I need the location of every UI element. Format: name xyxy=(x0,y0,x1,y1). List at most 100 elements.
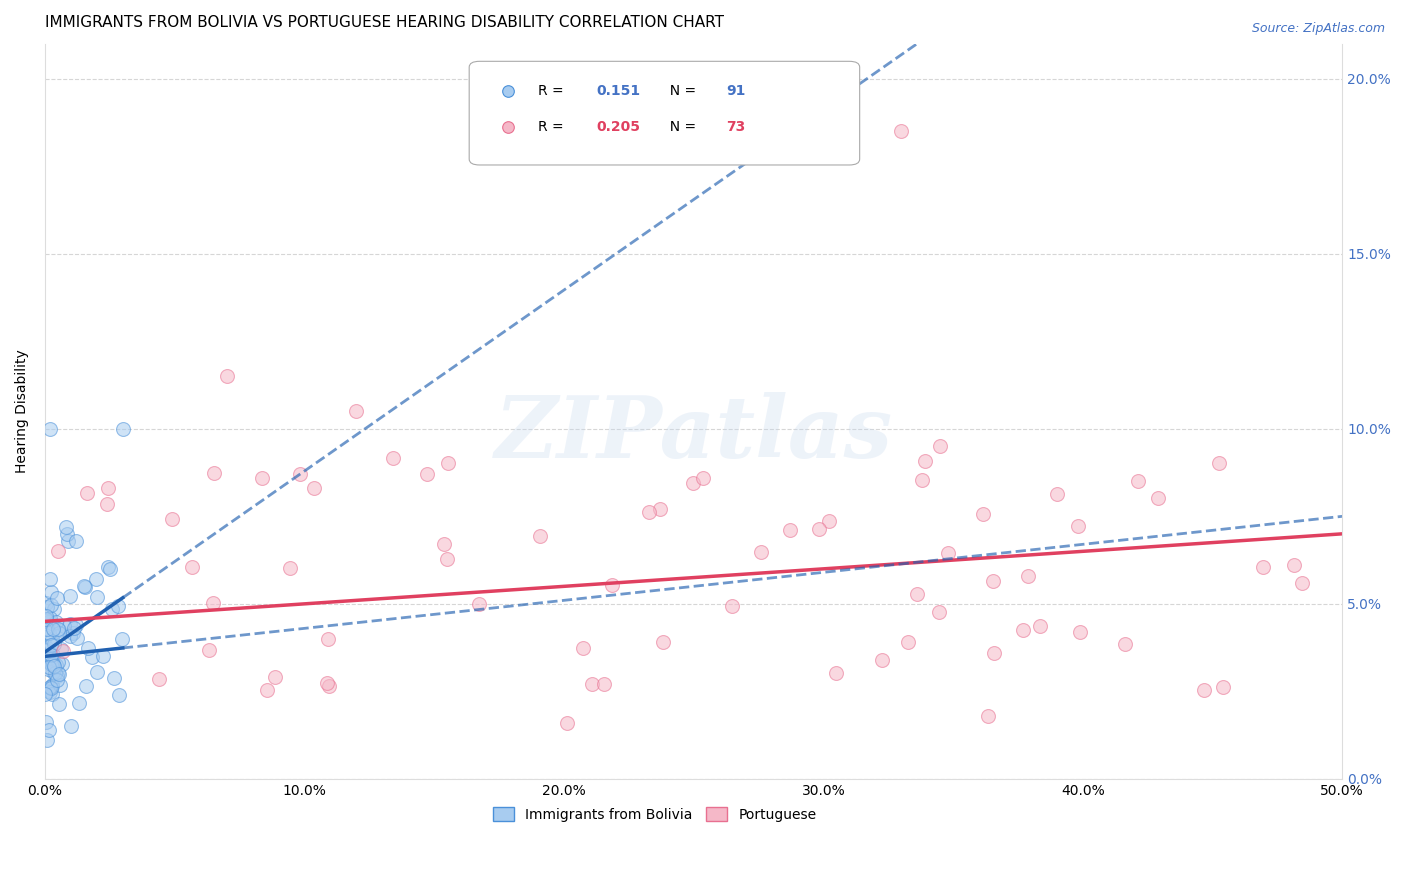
Point xyxy=(201,596,224,610)
Point xyxy=(80,649,103,664)
Point xyxy=(37,652,59,666)
Point xyxy=(67,696,90,710)
Point xyxy=(1126,474,1149,488)
Point xyxy=(41,665,63,679)
Point xyxy=(41,679,63,693)
Point xyxy=(38,572,60,586)
Point xyxy=(600,578,623,592)
Point xyxy=(48,698,70,712)
Point xyxy=(983,574,1005,588)
Point xyxy=(264,670,287,684)
Point xyxy=(197,643,219,657)
Point xyxy=(66,631,89,645)
Point xyxy=(148,673,170,687)
Point xyxy=(84,573,107,587)
Point xyxy=(48,623,70,637)
Point xyxy=(37,662,59,676)
Point xyxy=(42,648,65,662)
Point xyxy=(256,683,278,698)
Point xyxy=(73,580,96,594)
Point xyxy=(581,677,603,691)
Point xyxy=(46,665,69,680)
Point xyxy=(76,640,98,655)
Point xyxy=(1046,487,1069,501)
Point xyxy=(38,660,60,674)
Point xyxy=(1067,519,1090,533)
Point xyxy=(202,467,225,481)
Point xyxy=(180,560,202,574)
Point xyxy=(44,666,66,681)
Point xyxy=(44,658,66,673)
Point xyxy=(593,677,616,691)
Point xyxy=(45,591,67,606)
Point xyxy=(39,585,62,599)
Point xyxy=(41,657,63,671)
Point xyxy=(38,625,60,640)
Point xyxy=(34,687,56,701)
Point xyxy=(897,635,920,649)
Point xyxy=(652,634,675,648)
Point xyxy=(692,470,714,484)
Point xyxy=(252,470,274,484)
Point xyxy=(1069,625,1091,640)
Point xyxy=(86,590,108,604)
Point xyxy=(316,632,339,647)
Point xyxy=(111,632,134,647)
Y-axis label: Hearing Disability: Hearing Disability xyxy=(15,350,30,473)
Text: R =: R = xyxy=(538,84,568,98)
Point xyxy=(37,733,59,747)
Point xyxy=(648,502,671,516)
Point xyxy=(55,526,77,541)
Point xyxy=(39,657,62,671)
Point xyxy=(41,657,63,672)
Text: N =: N = xyxy=(661,84,700,98)
Point xyxy=(35,596,58,610)
Point xyxy=(529,529,551,543)
Point xyxy=(41,651,63,665)
Point xyxy=(103,671,125,685)
Point xyxy=(1194,682,1216,697)
Point xyxy=(437,456,460,470)
Point xyxy=(101,601,124,615)
Text: R =: R = xyxy=(538,120,568,135)
Text: 0.205: 0.205 xyxy=(596,120,640,135)
Point xyxy=(65,617,87,632)
Point xyxy=(555,716,578,731)
Point xyxy=(56,533,79,548)
Text: 0.151: 0.151 xyxy=(596,84,641,98)
Point xyxy=(972,507,994,521)
Point xyxy=(108,688,131,702)
Point xyxy=(928,605,950,619)
Point xyxy=(58,629,80,643)
Point xyxy=(41,688,63,702)
Point xyxy=(1282,558,1305,573)
Point xyxy=(96,497,118,511)
Point xyxy=(38,680,60,694)
Point xyxy=(41,678,63,692)
Point xyxy=(638,505,661,519)
Point xyxy=(39,599,62,613)
Point xyxy=(44,602,66,616)
Point xyxy=(59,589,82,603)
Point xyxy=(38,611,60,625)
Point xyxy=(808,522,831,536)
Point xyxy=(39,653,62,667)
Point xyxy=(890,124,912,138)
Point xyxy=(35,643,58,657)
Point xyxy=(571,640,593,655)
Point xyxy=(48,667,70,681)
Point xyxy=(779,523,801,537)
Point xyxy=(35,612,58,626)
Point xyxy=(870,653,893,667)
Text: Source: ZipAtlas.com: Source: ZipAtlas.com xyxy=(1251,22,1385,36)
Point xyxy=(38,723,60,737)
Point xyxy=(97,481,120,495)
Point xyxy=(59,616,82,631)
Point xyxy=(34,630,56,644)
Text: ZIPatlas: ZIPatlas xyxy=(495,392,893,475)
Point xyxy=(49,642,72,657)
Point xyxy=(91,648,114,663)
Point xyxy=(468,597,491,611)
Point xyxy=(42,616,65,631)
Point xyxy=(215,369,238,384)
